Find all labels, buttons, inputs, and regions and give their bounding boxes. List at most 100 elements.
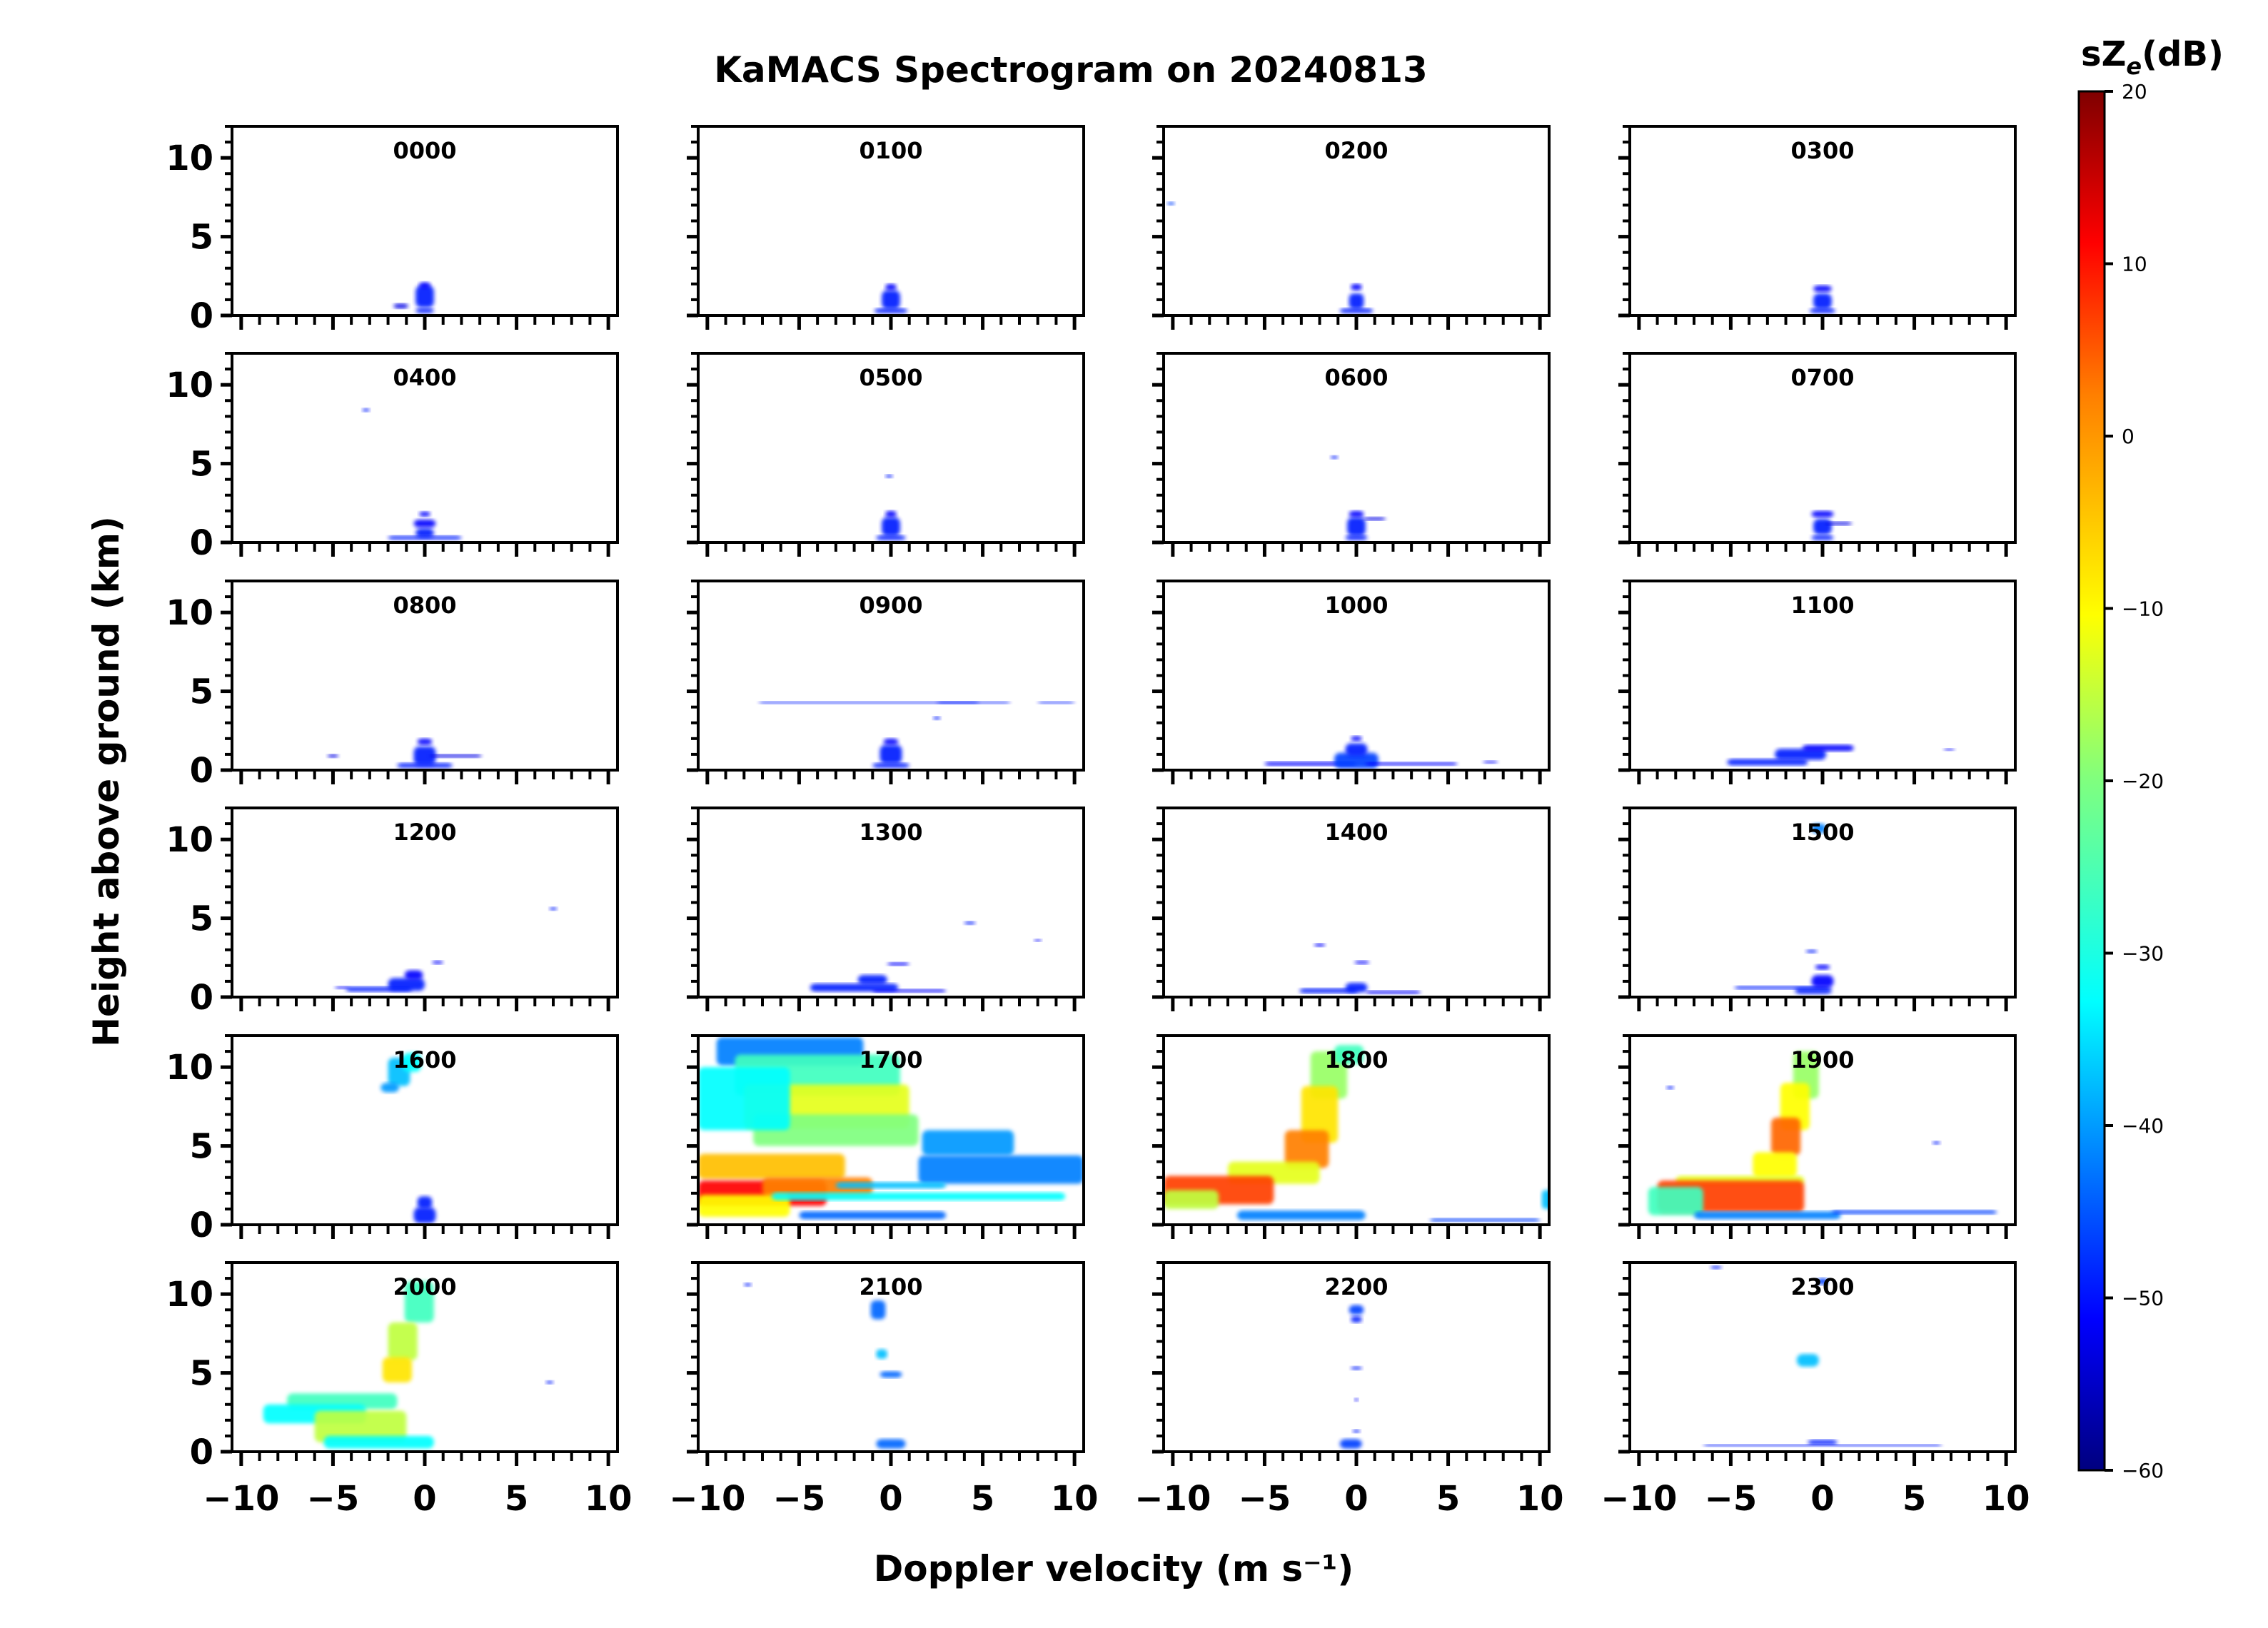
panel-time-label: 1100 <box>1790 592 1854 619</box>
spectral-patch <box>874 308 908 313</box>
panel-data-layer <box>744 1283 906 1449</box>
panel-data-layer <box>362 408 462 540</box>
spectral-patch <box>918 1155 1084 1184</box>
panel-time-label: 0000 <box>393 137 456 164</box>
panel-2000: 2000 0 5 10 −10 −5 0 5 10 <box>166 1261 632 1519</box>
colorbar-label-unit: (dB) <box>2142 34 2224 74</box>
panel-1400: 1400 <box>1152 807 1551 1011</box>
colorbar-tick-label: 10 <box>2122 253 2147 276</box>
spectral-patch <box>1429 1218 1541 1222</box>
y-tick-label: 5 <box>190 1354 213 1394</box>
panel-1800: 1800 <box>1152 1034 1551 1239</box>
x-tick-label: 10 <box>1051 1479 1099 1519</box>
panel-0800: 0800 0 5 10 <box>166 580 619 791</box>
panel-0500: 0500 <box>687 352 1085 557</box>
panel-time-label: 1000 <box>1324 592 1388 619</box>
spectral-patch <box>1354 1397 1359 1402</box>
spectral-patch <box>417 738 433 745</box>
panel-data-layer <box>810 921 1042 993</box>
spectral-patch <box>1167 202 1175 206</box>
panel-0900: 0900 <box>687 580 1085 784</box>
y-tick-label: 0 <box>190 296 213 336</box>
x-tick-label: 0 <box>1344 1479 1368 1519</box>
chart-title: KaMACS Spectrogram on 20240813 <box>714 49 1428 91</box>
x-tick-label: 0 <box>413 1479 436 1519</box>
panel-time-label: 1600 <box>393 1046 456 1073</box>
spectral-patch <box>870 1300 886 1320</box>
panel-data-layer <box>1264 736 1498 769</box>
spectral-patch <box>1811 510 1834 517</box>
y-tick-label: 10 <box>166 138 213 178</box>
spectral-patch <box>413 1207 436 1223</box>
spectral-patch <box>1345 535 1368 540</box>
x-tick-label: 5 <box>505 1479 528 1519</box>
panel-1900: 1900 <box>1618 1034 2017 1239</box>
y-tick-label: 5 <box>190 672 213 712</box>
colorbar-tick-label: −40 <box>2122 1114 2164 1138</box>
panel-data-layer <box>758 701 1075 768</box>
spectral-patch <box>413 519 436 528</box>
panel-time-label: 2200 <box>1324 1273 1388 1300</box>
spectral-patch <box>799 1211 947 1220</box>
spectral-patch <box>1301 1086 1339 1143</box>
spectral-patch <box>1771 1117 1801 1156</box>
spectral-patch <box>698 1067 790 1131</box>
x-tick-label: −10 <box>203 1479 279 1519</box>
spectral-patch <box>1331 455 1339 459</box>
spectral-patch <box>1334 1045 1364 1064</box>
spectral-patch <box>698 1153 845 1179</box>
spectral-patch <box>1284 1130 1329 1168</box>
spectral-patch <box>1932 1141 1940 1145</box>
colorbar-gradient <box>2077 90 2106 1472</box>
spectral-patch <box>404 970 423 980</box>
x-tick-label: 5 <box>1902 1479 1926 1519</box>
y-axis-label: Height above ground (km) <box>86 516 127 1047</box>
spectral-patch <box>1264 762 1356 766</box>
spectral-patch <box>1351 1316 1362 1323</box>
spectral-patch <box>419 511 430 517</box>
spectral-patch <box>1703 1444 1942 1447</box>
panel-time-label: 0800 <box>393 592 456 619</box>
spectral-patch <box>413 746 436 766</box>
panel-time-label: 0900 <box>859 592 922 619</box>
y-tick-label: 10 <box>166 365 213 405</box>
spectral-patch <box>1365 991 1421 994</box>
panel-data-layer <box>327 738 482 768</box>
spectral-patch <box>1710 1265 1722 1269</box>
y-tick-label: 10 <box>166 593 213 633</box>
spectral-patch <box>1034 939 1042 942</box>
x-tick-label: −10 <box>1134 1479 1211 1519</box>
y-tick-label: 5 <box>190 1127 213 1167</box>
spectral-patch <box>404 1281 434 1323</box>
x-tick-label: 10 <box>1516 1479 1564 1519</box>
colorbar-tick-label: 20 <box>2122 80 2147 103</box>
panel-data-layer <box>1299 943 1421 994</box>
spectral-patch <box>1802 744 1854 752</box>
spectral-patch <box>1347 517 1366 537</box>
panel-0300: 0300 <box>1618 125 2017 330</box>
panel-data-layer <box>335 907 558 992</box>
y-tick-label: 0 <box>190 1432 213 1472</box>
spectral-patch <box>1648 1187 1703 1215</box>
spectral-patch <box>744 1283 752 1287</box>
spectral-patch <box>1831 1210 1997 1214</box>
spectral-patch <box>1037 701 1075 704</box>
spectral-patch <box>876 1349 887 1359</box>
spectral-patch <box>323 1435 434 1449</box>
spectral-patch <box>432 961 443 964</box>
spectral-patch <box>1775 749 1827 760</box>
spectral-patch <box>1352 1430 1361 1433</box>
spectral-patch <box>388 978 425 991</box>
spectral-patch <box>1345 983 1368 993</box>
spectral-patch <box>882 290 900 310</box>
spectral-patch <box>887 962 909 966</box>
panel-1700: 1700 <box>687 1034 1085 1239</box>
panel-0200: 0200 <box>1152 125 1551 330</box>
panel-data-layer <box>1727 744 1955 766</box>
panel-1300: 1300 <box>687 807 1085 1011</box>
x-tick-label: 10 <box>1982 1479 2030 1519</box>
spectral-patch <box>1349 293 1364 310</box>
panel-2200: 2200 −10 −5 0 5 10 <box>1134 1261 1564 1519</box>
colorbar-tick-label: −20 <box>2122 769 2164 793</box>
